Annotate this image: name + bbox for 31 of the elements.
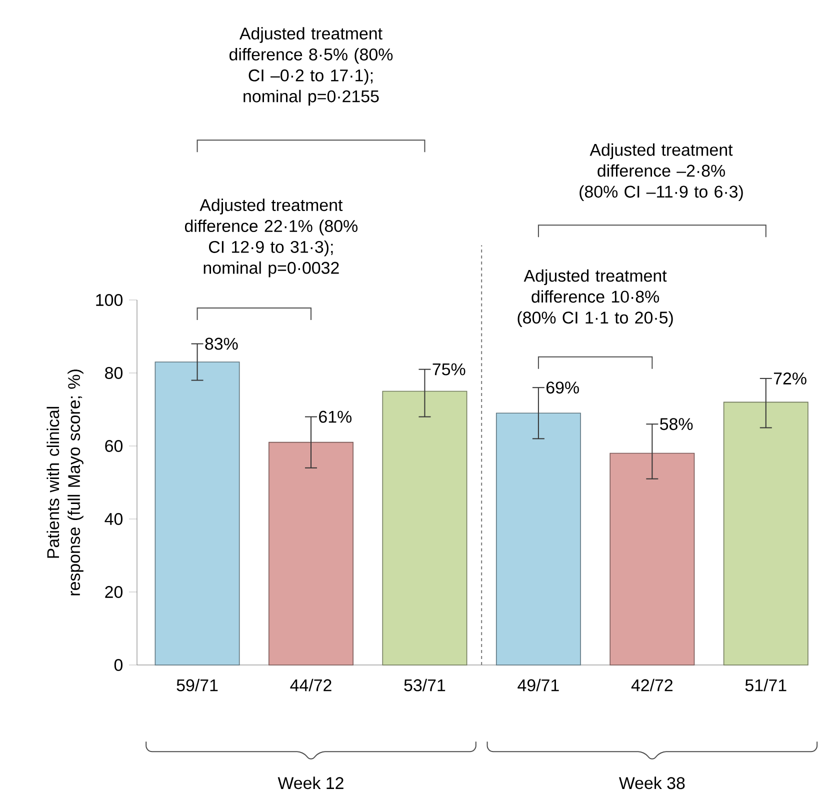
data-label: 83% bbox=[205, 338, 238, 350]
y-tick-label: 40 bbox=[104, 512, 123, 525]
y-tick-label: 60 bbox=[105, 440, 123, 452]
annotation: Adjusted treatment difference 10·8% (80% CI 1·1 to 20·5) bbox=[518, 269, 673, 327]
text: Adjusted treatment difference 22·1% (80% CI 12·9 to 31·3); nominal p=0·0032 bbox=[184, 198, 358, 278]
data-label: 61% bbox=[319, 410, 352, 423]
data-label: 69% bbox=[546, 382, 579, 394]
y-tick-label: 80 bbox=[105, 366, 123, 379]
data-label: 75% bbox=[432, 363, 466, 376]
data-label: 72% bbox=[774, 372, 806, 384]
y-tick-label: 100 bbox=[96, 294, 122, 306]
y-tick-label: 20 bbox=[105, 586, 123, 598]
x-tick-label: 49/71 bbox=[518, 678, 559, 692]
text: Adjusted treatment difference 8·5% (80% CI –0·2 to 17·1); nominal p=0·2155 bbox=[230, 27, 393, 106]
bar bbox=[610, 452, 695, 666]
y-tick-label: 0 bbox=[114, 658, 123, 671]
text: Week 38 bbox=[618, 776, 685, 790]
x-tick-label: 51/71 bbox=[745, 678, 786, 692]
text: Adjusted treatment difference –2·8% (80% CI –11·9 to 6·3) bbox=[580, 143, 743, 202]
bar bbox=[382, 390, 468, 666]
x-tick-label: 44/72 bbox=[290, 678, 332, 692]
bar bbox=[496, 412, 581, 666]
bar bbox=[154, 362, 240, 666]
bar bbox=[723, 402, 808, 666]
x-tick-label: 59/71 bbox=[176, 678, 218, 692]
y-axis-title: Patients with clinical response (full Mayo score; %) bbox=[46, 370, 84, 596]
x-tick-label: 42/72 bbox=[631, 678, 672, 692]
x-tick-label: 53/71 bbox=[404, 678, 446, 692]
text: Week 12 bbox=[278, 776, 344, 790]
data-label: 58% bbox=[660, 418, 693, 430]
bar bbox=[268, 442, 354, 666]
